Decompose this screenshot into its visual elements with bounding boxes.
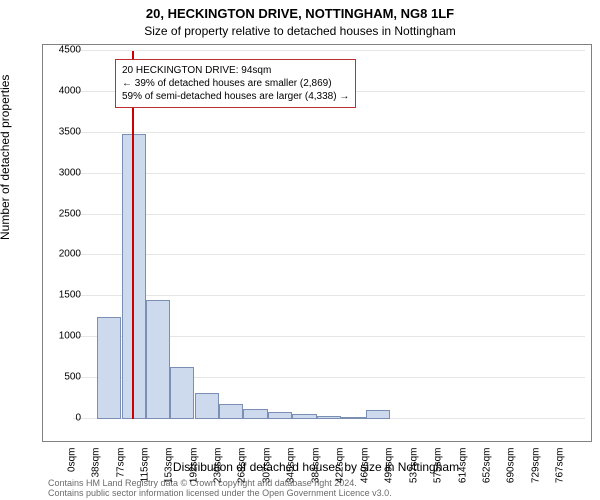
y-tick-label: 4500 bbox=[55, 45, 81, 56]
title-sub: Size of property relative to detached ho… bbox=[0, 24, 600, 38]
annotation-line1: 20 HECKINGTON DRIVE: 94sqm bbox=[122, 64, 349, 77]
footer-line2: Contains public sector information licen… bbox=[48, 488, 392, 498]
x-tick-label: 575sqm bbox=[432, 448, 443, 488]
x-tick-label: 115sqm bbox=[140, 448, 151, 488]
x-tick-label: 345sqm bbox=[286, 448, 297, 488]
x-tick-label: 729sqm bbox=[530, 448, 541, 488]
x-tick-label: 192sqm bbox=[189, 448, 200, 488]
x-tick-label: 614sqm bbox=[457, 448, 468, 488]
plot-outer: 20 HECKINGTON DRIVE: 94sqm ← 39% of deta… bbox=[42, 44, 592, 442]
gridline-y bbox=[73, 295, 585, 296]
histogram-bar bbox=[341, 417, 365, 419]
y-tick-label: 2000 bbox=[55, 249, 81, 260]
histogram-bar bbox=[195, 393, 219, 419]
histogram-bar bbox=[317, 416, 341, 419]
x-tick-label: 690sqm bbox=[505, 448, 516, 488]
x-tick-label: 268sqm bbox=[237, 448, 248, 488]
x-tick-label: 537sqm bbox=[408, 448, 419, 488]
gridline-y bbox=[73, 132, 585, 133]
title-main: 20, HECKINGTON DRIVE, NOTTINGHAM, NG8 1L… bbox=[0, 6, 600, 21]
x-tick-label: 0sqm bbox=[67, 448, 78, 488]
gridline-y bbox=[73, 214, 585, 215]
histogram-bar bbox=[243, 409, 267, 419]
x-tick-label: 384sqm bbox=[311, 448, 322, 488]
histogram-bar bbox=[146, 300, 170, 419]
x-tick-label: 460sqm bbox=[359, 448, 370, 488]
y-tick-label: 1000 bbox=[55, 331, 81, 342]
chart-container: 20, HECKINGTON DRIVE, NOTTINGHAM, NG8 1L… bbox=[0, 0, 600, 500]
x-tick-label: 767sqm bbox=[554, 448, 565, 488]
gridline-y bbox=[73, 254, 585, 255]
histogram-bar bbox=[170, 367, 194, 419]
x-tick-label: 499sqm bbox=[384, 448, 395, 488]
x-tick-label: 422sqm bbox=[335, 448, 346, 488]
histogram-bar bbox=[292, 414, 316, 419]
histogram-bar bbox=[122, 134, 146, 419]
annotation-line2: ← 39% of detached houses are smaller (2,… bbox=[122, 77, 349, 90]
x-tick-label: 652sqm bbox=[481, 448, 492, 488]
y-axis-label: Number of detached properties bbox=[0, 75, 12, 240]
y-tick-label: 3000 bbox=[55, 167, 81, 178]
y-tick-label: 4000 bbox=[55, 85, 81, 96]
histogram-bar bbox=[97, 317, 121, 419]
x-tick-label: 153sqm bbox=[164, 448, 175, 488]
x-tick-label: 77sqm bbox=[115, 448, 126, 488]
gridline-y bbox=[73, 50, 585, 51]
y-tick-label: 0 bbox=[55, 413, 81, 424]
y-tick-label: 1500 bbox=[55, 290, 81, 301]
y-tick-label: 2500 bbox=[55, 208, 81, 219]
y-tick-label: 3500 bbox=[55, 126, 81, 137]
histogram-bar bbox=[219, 404, 243, 419]
gridline-y bbox=[73, 173, 585, 174]
histogram-bar bbox=[268, 412, 292, 419]
y-tick-label: 500 bbox=[55, 372, 81, 383]
annotation-box: 20 HECKINGTON DRIVE: 94sqm ← 39% of deta… bbox=[115, 59, 356, 108]
x-tick-label: 38sqm bbox=[91, 448, 102, 488]
histogram-bar bbox=[366, 410, 390, 419]
x-tick-label: 230sqm bbox=[213, 448, 224, 488]
x-tick-label: 307sqm bbox=[262, 448, 273, 488]
annotation-line3: 59% of semi-detached houses are larger (… bbox=[122, 90, 349, 103]
